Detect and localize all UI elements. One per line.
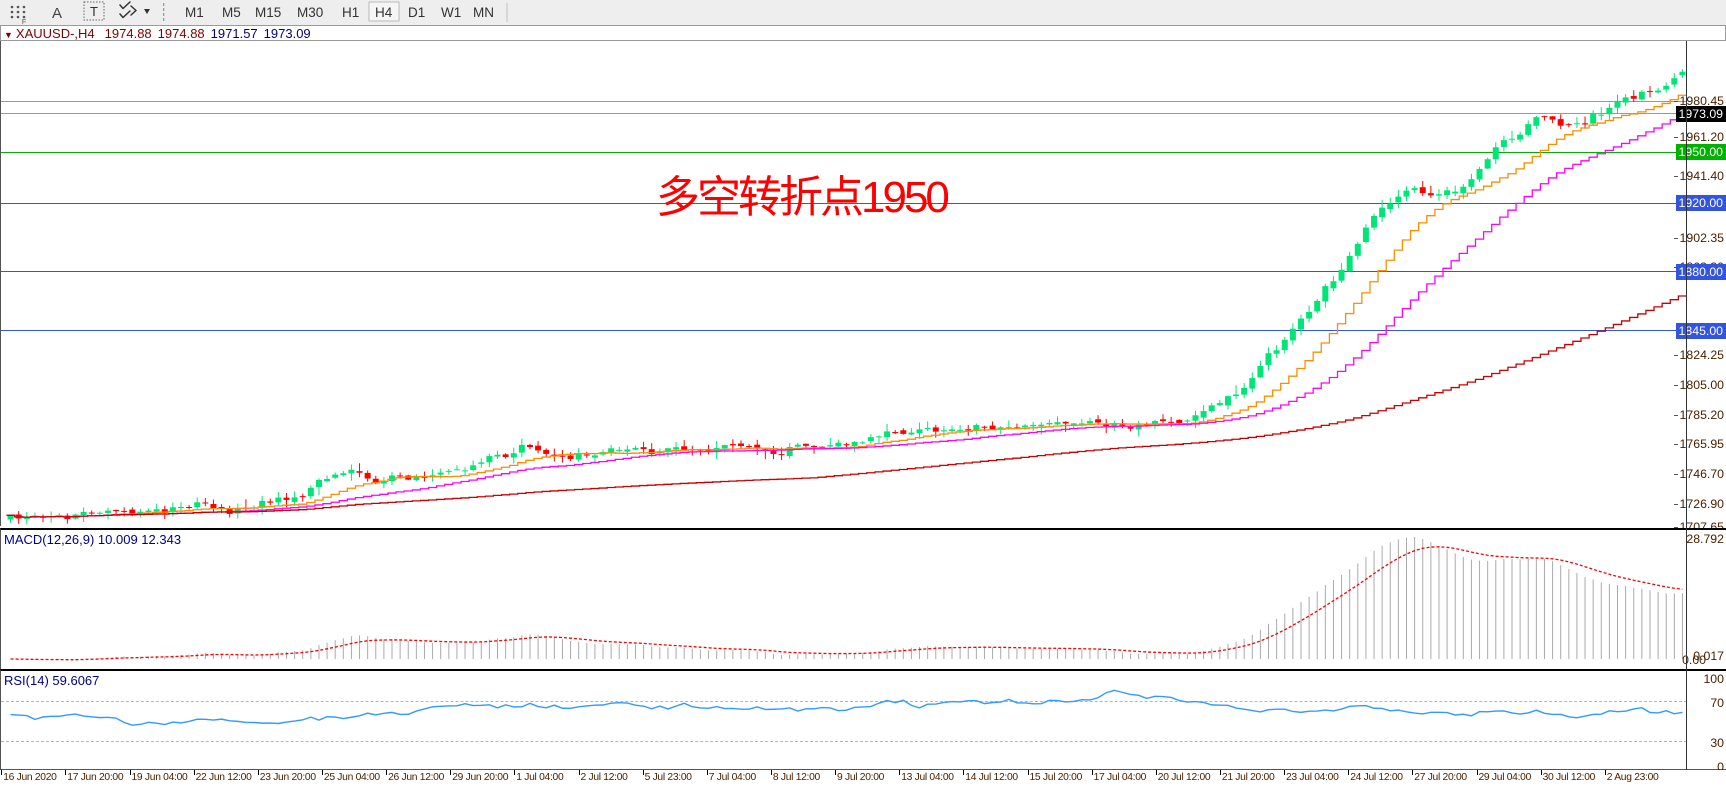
svg-text:M5: M5 — [222, 5, 241, 20]
svg-text:T: T — [90, 4, 98, 19]
svg-text:MN: MN — [473, 5, 494, 20]
svg-text:M15: M15 — [255, 5, 281, 20]
svg-text:D1: D1 — [408, 5, 425, 20]
svg-text:W1: W1 — [441, 5, 461, 20]
svg-text:H4: H4 — [375, 5, 393, 20]
svg-text:M1: M1 — [185, 5, 204, 20]
svg-text:A: A — [52, 5, 62, 22]
svg-text:H1: H1 — [342, 5, 359, 20]
svg-text:M30: M30 — [297, 5, 323, 20]
